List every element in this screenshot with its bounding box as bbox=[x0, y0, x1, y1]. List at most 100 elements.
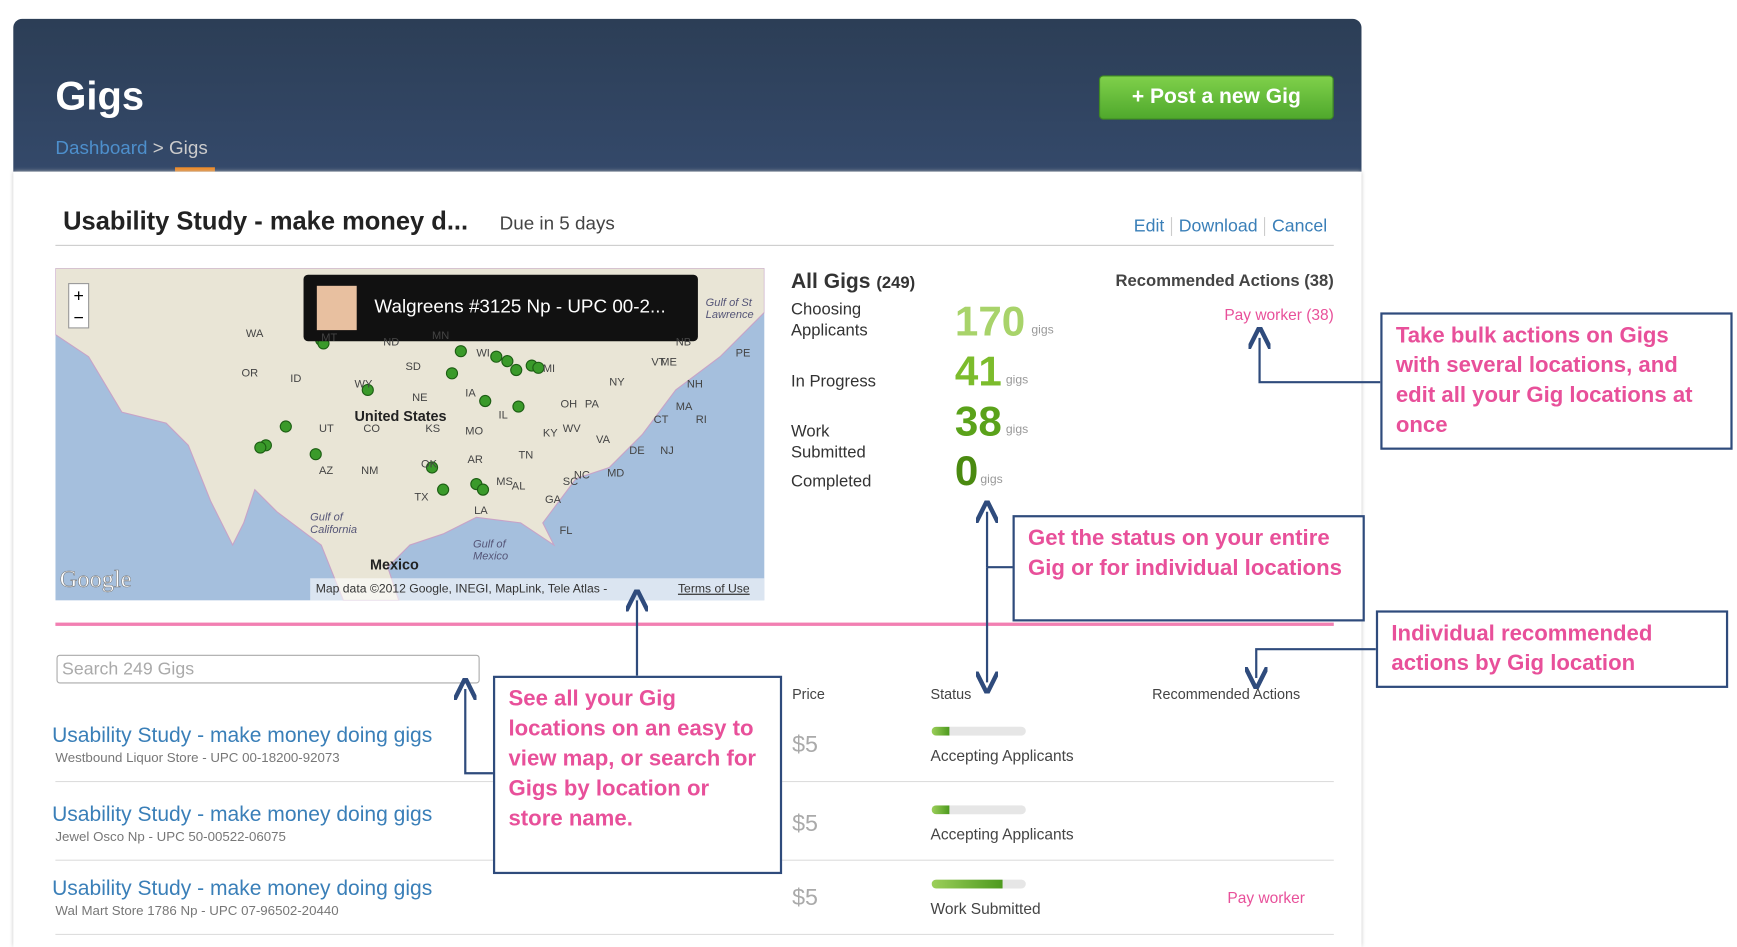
search-box[interactable]: Search 249 Gigs bbox=[56, 654, 480, 684]
map-label: VT bbox=[651, 356, 666, 369]
gig-title: Usability Study - make money d... bbox=[63, 206, 469, 235]
stat-value: 170 bbox=[954, 299, 1026, 346]
gig-link[interactable]: Usability Study - make money doing gigs bbox=[52, 877, 433, 901]
progress-bar bbox=[931, 805, 1026, 815]
breadcrumb: Dashboard > Gigs bbox=[55, 137, 207, 159]
map-label: MD bbox=[607, 467, 625, 480]
gig-location: Wal Mart Store 1786 Np - UPC 07-96502-20… bbox=[55, 902, 339, 919]
map-label: AZ bbox=[319, 465, 334, 478]
map-label: PA bbox=[584, 398, 599, 411]
map-pin[interactable] bbox=[425, 461, 439, 474]
stat-unit: gigs bbox=[1005, 423, 1029, 437]
map-label: ND bbox=[383, 336, 400, 349]
map-label: SC bbox=[562, 476, 579, 489]
map-label: Gulf of St Lawrence bbox=[705, 296, 754, 322]
map-label: MS bbox=[496, 476, 513, 489]
recommended-title: Recommended Actions (38) bbox=[1115, 271, 1334, 291]
map-label: Gulf of California bbox=[310, 511, 357, 537]
map-pin[interactable] bbox=[510, 363, 523, 377]
map-label: United States bbox=[354, 407, 447, 425]
status-label: Work Submitted bbox=[930, 899, 1041, 918]
breadcrumb-sep: > bbox=[152, 137, 164, 159]
row-action[interactable]: Pay worker bbox=[1227, 888, 1305, 907]
map-pin[interactable] bbox=[512, 400, 525, 413]
map-label: CT bbox=[653, 414, 669, 427]
map-pin[interactable] bbox=[490, 350, 503, 363]
stat-unit: gigs bbox=[1031, 323, 1054, 337]
map: + − Walgreens #3125 Np - UPC 00-2... Goo… bbox=[55, 268, 765, 601]
summary-count: (249) bbox=[876, 273, 916, 293]
map-pin[interactable] bbox=[437, 483, 450, 496]
map-pins bbox=[254, 334, 545, 496]
gig-action[interactable]: Cancel bbox=[1264, 217, 1334, 236]
map-label: MT bbox=[321, 332, 338, 345]
map-pin[interactable] bbox=[309, 448, 322, 461]
map-label: IL bbox=[498, 409, 508, 423]
gig-action[interactable]: Download bbox=[1170, 217, 1265, 236]
popup-avatar bbox=[316, 285, 357, 331]
map-labels: WA OR ID MT ND MN SD WY NE IA UT CO KS MO AZ NM OK AR TX LA… bbox=[55, 268, 764, 600]
gig-action[interactable]: Edit bbox=[1133, 217, 1165, 236]
map-label: ID bbox=[290, 373, 302, 386]
map-pin[interactable] bbox=[476, 483, 490, 496]
progress-bar bbox=[931, 726, 1026, 736]
callout: See all your Gig locations on an easy to… bbox=[492, 675, 783, 875]
arrow bbox=[1260, 338, 1381, 384]
arrow bbox=[1256, 648, 1376, 678]
progress-fill bbox=[931, 726, 950, 736]
stat-label: Choosing Applicants bbox=[790, 300, 868, 341]
status-label: Accepting Applicants bbox=[930, 825, 1074, 844]
gig-location: Westbound Liquor Store - UPC 00-18200-92… bbox=[55, 749, 340, 766]
zoom-control[interactable] bbox=[68, 283, 90, 329]
callout: Take bulk actions on Gigs with several l… bbox=[1380, 312, 1733, 450]
map-pin[interactable] bbox=[532, 361, 545, 374]
map-label: TX bbox=[414, 491, 429, 505]
page-title: Gigs bbox=[55, 73, 145, 119]
map-label: FL bbox=[559, 525, 573, 538]
column-header: Price bbox=[792, 685, 825, 703]
post-gig-button[interactable]: + Post a new Gig bbox=[1098, 75, 1334, 120]
map-label: NE bbox=[412, 392, 428, 405]
map-pin[interactable] bbox=[254, 441, 267, 454]
map-pin[interactable] bbox=[279, 420, 292, 433]
map-label: WV bbox=[562, 423, 581, 436]
stat-unit: gigs bbox=[1005, 373, 1029, 387]
map-label: OH bbox=[560, 398, 578, 411]
stat-label: Work Submitted bbox=[790, 422, 866, 462]
pay-worker-bulk[interactable]: Pay worker (38) bbox=[1224, 305, 1334, 324]
map-label: WY bbox=[354, 378, 373, 392]
popup-text: Walgreens #3125 Np - UPC 00-2... bbox=[374, 295, 665, 316]
terms-link[interactable]: Terms of Use bbox=[678, 582, 750, 596]
map-pin[interactable] bbox=[454, 345, 467, 358]
map-popup bbox=[303, 274, 698, 342]
stat-value: 41 bbox=[954, 348, 1002, 396]
zoom-out[interactable]: − bbox=[73, 307, 83, 327]
summary-title: All Gigs (249) bbox=[791, 270, 915, 294]
callout: Individual recommended actions by Gig lo… bbox=[1375, 610, 1729, 688]
stat-label: In Progress bbox=[790, 372, 876, 392]
map-label: LA bbox=[474, 505, 488, 518]
progress-fill bbox=[931, 879, 1003, 889]
map-label: PE bbox=[735, 347, 751, 361]
map-pin[interactable] bbox=[361, 383, 374, 397]
map-pin[interactable] bbox=[445, 367, 459, 380]
tab-indicator bbox=[175, 167, 215, 172]
stat-label: Completed bbox=[790, 471, 872, 491]
arrow bbox=[465, 689, 493, 775]
progress-fill bbox=[931, 805, 950, 815]
map-pin[interactable] bbox=[501, 355, 514, 368]
map-label: Mexico bbox=[370, 556, 419, 573]
map-label: SD bbox=[405, 361, 421, 374]
map-pin[interactable] bbox=[479, 394, 492, 408]
gig-link[interactable]: Usability Study - make money doing gigs bbox=[52, 803, 433, 827]
breadcrumb-link[interactable]: Dashboard bbox=[55, 137, 148, 159]
due-date: Due in 5 days bbox=[499, 212, 615, 234]
map-label: NC bbox=[573, 469, 590, 482]
map-label: NM bbox=[361, 465, 379, 478]
map-label: MI bbox=[542, 363, 556, 376]
gig-link[interactable]: Usability Study - make money doing gigs bbox=[52, 724, 433, 748]
zoom-in[interactable]: + bbox=[73, 285, 83, 305]
map-label: NB bbox=[675, 336, 692, 349]
row-separator bbox=[55, 933, 1334, 935]
